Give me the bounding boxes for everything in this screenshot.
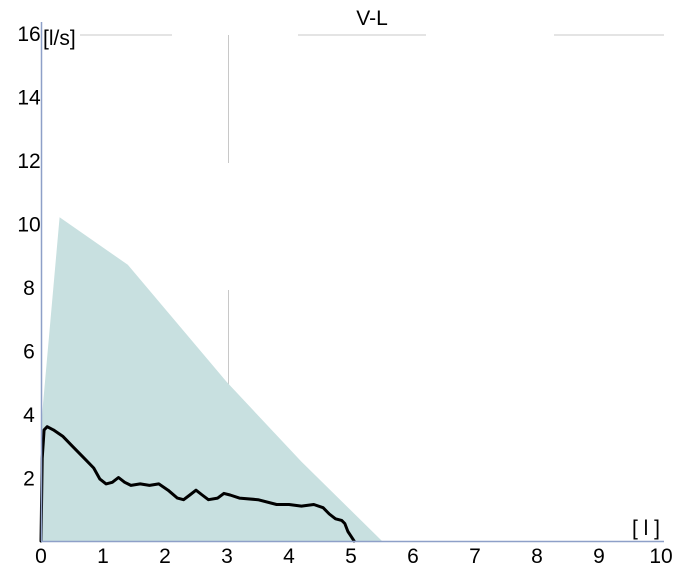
chart-title: V-L	[356, 7, 388, 30]
x-tick-labels: 0 1 2 3 4 5 6 7 8 9 10	[35, 545, 673, 568]
x-tick-label: 2	[159, 545, 171, 568]
x-tick-label: 4	[283, 545, 295, 568]
x-tick-label: 7	[469, 545, 481, 568]
x-tick-label: 3	[221, 545, 233, 568]
measured-flow-volume-curve	[39, 425, 356, 543]
y-tick-label: 4	[23, 404, 35, 427]
x-tick-label: 8	[531, 545, 543, 568]
y-tick-label: 16	[17, 23, 40, 46]
y-axis-label: [l/s]	[43, 27, 76, 50]
predicted-area	[41, 217, 382, 541]
y-tick-label: 10	[17, 214, 40, 237]
y-tick-label: 6	[23, 341, 35, 364]
x-tick-label: 1	[97, 545, 109, 568]
x-tick-label: 6	[407, 545, 419, 568]
y-tick-label: 2	[23, 468, 35, 491]
x-tick-label: 0	[35, 545, 47, 568]
x-tick-label: 10	[649, 545, 672, 568]
x-tick-label: 5	[345, 545, 357, 568]
y-tick-label: 12	[17, 150, 40, 173]
y-tick-label: 8	[23, 277, 35, 300]
y-tick-label: 14	[17, 87, 41, 110]
x-tick-label: 9	[593, 545, 605, 568]
y-tick-labels: 2 4 6 8 10 12 14 16	[17, 23, 41, 491]
x-axis-label: [ l ]	[632, 517, 660, 540]
